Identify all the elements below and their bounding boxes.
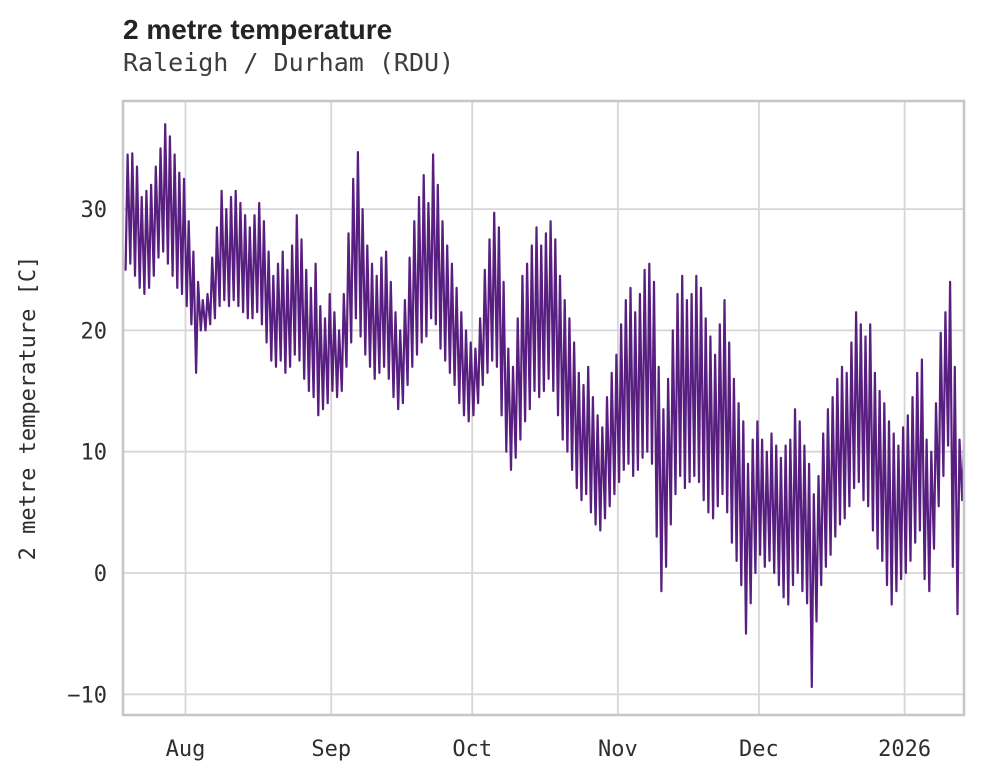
chart-subtitle: Raleigh / Durham (RDU) — [123, 48, 455, 77]
x-tick-label: Oct — [452, 737, 492, 762]
temperature-line — [124, 123, 964, 689]
x-tick-label: Aug — [166, 737, 206, 762]
y-tick-label: 0 — [94, 562, 107, 587]
x-tick-label: Dec — [739, 737, 779, 762]
y-axis-label: 2 metre temperature [C] — [16, 255, 41, 561]
y-tick-label: 20 — [81, 319, 108, 344]
chart-title: 2 metre temperature — [123, 14, 393, 45]
x-tick-label: 2026 — [878, 737, 931, 762]
plot-border — [121, 99, 966, 717]
grid-group — [123, 101, 964, 715]
y-tick-label: −10 — [67, 683, 107, 708]
y-tick-labels: 30 20 10 0 −10 — [67, 198, 107, 708]
y-tick-label: 10 — [81, 441, 108, 466]
x-tick-label: Sep — [311, 737, 351, 762]
x-tick-labels: Aug Sep Oct Nov Dec 2026 — [166, 737, 931, 762]
x-tick-label: Nov — [598, 737, 638, 762]
y-tick-label: 30 — [81, 198, 108, 223]
